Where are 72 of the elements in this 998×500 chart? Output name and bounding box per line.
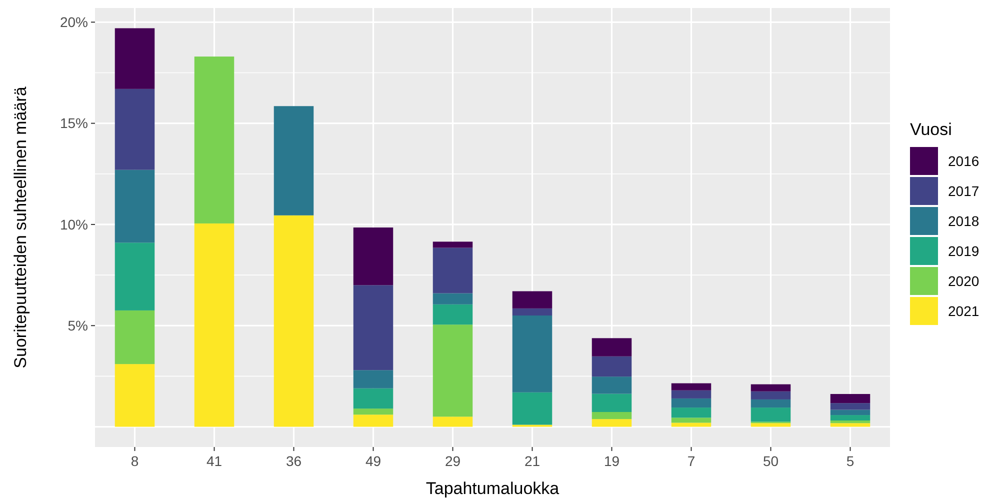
bar bbox=[750, 399, 791, 408]
x-tick-label: 21 bbox=[524, 453, 540, 469]
bar bbox=[512, 316, 552, 392]
legend-label: 2020 bbox=[948, 272, 980, 289]
y-tick-label: 15% bbox=[60, 115, 88, 132]
bar bbox=[750, 384, 791, 392]
bar bbox=[750, 408, 791, 422]
bar bbox=[114, 28, 155, 89]
y-tick-label: 20% bbox=[60, 14, 88, 30]
bar bbox=[512, 291, 552, 308]
y-axis-title: Suoritepuutteiden suhteellinen määrä bbox=[11, 86, 30, 368]
bar bbox=[830, 423, 870, 427]
x-tick-label: 19 bbox=[604, 453, 620, 469]
bar bbox=[114, 88, 155, 170]
legend-label: 2016 bbox=[948, 152, 980, 169]
bar bbox=[432, 416, 473, 427]
bar bbox=[830, 403, 870, 410]
bar bbox=[592, 338, 632, 356]
bar bbox=[671, 383, 712, 390]
bar bbox=[432, 242, 473, 248]
bar bbox=[114, 364, 155, 427]
bar bbox=[353, 388, 394, 409]
bar bbox=[114, 242, 155, 310]
bar bbox=[353, 414, 394, 427]
legend-title: Vuosi bbox=[910, 120, 952, 139]
bar bbox=[432, 293, 473, 304]
x-tick-label: 8 bbox=[130, 453, 139, 469]
bar bbox=[671, 398, 712, 408]
x-axis-title: Tapahtumaluokka bbox=[426, 479, 560, 498]
legend-label: 2018 bbox=[948, 212, 980, 229]
bar bbox=[114, 310, 155, 364]
bar bbox=[432, 248, 473, 294]
bar bbox=[512, 392, 552, 425]
bar bbox=[671, 418, 712, 423]
y-tick-label: 5% bbox=[68, 318, 88, 334]
bar bbox=[750, 391, 791, 400]
legend-label: 2019 bbox=[948, 242, 980, 259]
bar bbox=[274, 215, 314, 427]
x-tick-label: 50 bbox=[762, 453, 779, 469]
bar bbox=[830, 410, 870, 416]
x-tick-label: 7 bbox=[687, 453, 696, 469]
bar bbox=[592, 376, 632, 394]
bar bbox=[353, 228, 394, 286]
bar bbox=[353, 285, 394, 370]
legend-label: 2021 bbox=[948, 302, 980, 319]
bar bbox=[114, 170, 155, 243]
bar bbox=[830, 394, 870, 404]
bar bbox=[592, 394, 632, 412]
bar bbox=[274, 106, 314, 216]
bar bbox=[592, 419, 632, 427]
bar bbox=[432, 304, 473, 325]
x-tick-label: 36 bbox=[286, 453, 302, 469]
x-tick-label: 5 bbox=[846, 453, 854, 469]
bar bbox=[830, 415, 870, 420]
bar bbox=[512, 308, 552, 316]
legend-label: 2017 bbox=[948, 182, 980, 199]
bar bbox=[353, 370, 394, 388]
x-tick-label: 49 bbox=[365, 453, 382, 469]
bar bbox=[671, 422, 712, 427]
bar bbox=[432, 324, 473, 417]
bar bbox=[671, 390, 712, 398]
x-tick-label: 41 bbox=[206, 453, 222, 469]
y-tick-label: 10% bbox=[60, 216, 88, 232]
bar bbox=[671, 408, 712, 418]
bar bbox=[194, 223, 234, 427]
bar bbox=[592, 356, 632, 377]
bar bbox=[592, 412, 632, 420]
bar bbox=[194, 56, 234, 224]
bar bbox=[353, 408, 394, 415]
x-tick-label: 29 bbox=[444, 453, 461, 469]
bar bbox=[830, 420, 870, 424]
bar bbox=[750, 423, 791, 427]
